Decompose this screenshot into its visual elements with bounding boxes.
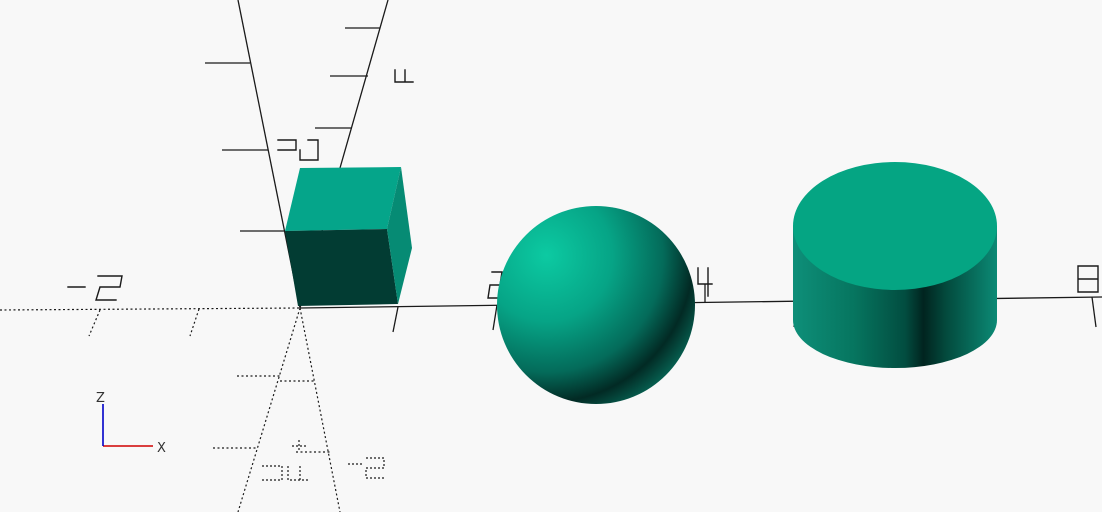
axis-label-y-neg-2: -2 xyxy=(348,457,385,479)
axis-label-z-2: 2 xyxy=(277,139,319,161)
gizmo-x-label: X xyxy=(157,441,166,456)
gizmo-z-label: Z xyxy=(96,391,105,406)
sphere-body[interactable] xyxy=(497,206,695,404)
axis-label-x-8: 8 xyxy=(1077,265,1099,293)
cube-model[interactable] xyxy=(285,167,412,306)
sphere-model[interactable] xyxy=(497,206,695,404)
svg-text:4: 4 xyxy=(400,75,401,77)
axis-label-y-neg-4: -4 xyxy=(262,440,310,481)
y-axis-negative-left xyxy=(237,307,301,512)
cube-side-face[interactable] xyxy=(387,167,412,304)
cube-top-face[interactable] xyxy=(285,167,401,231)
svg-text:2: 2 xyxy=(493,289,494,291)
x-axis-negative xyxy=(0,307,301,311)
axis-label-x-4: 4 xyxy=(697,267,713,297)
svg-text:-2: -2 xyxy=(90,289,91,291)
svg-text:-2: -2 xyxy=(360,469,361,471)
cube-front-face[interactable] xyxy=(285,229,398,306)
y-axis-negative-right xyxy=(299,307,341,512)
cylinder-model[interactable] xyxy=(793,162,997,368)
axis-label-x-2: 2 xyxy=(487,271,503,299)
svg-text:-4: -4 xyxy=(285,469,286,471)
axis-label-z-4: 4 xyxy=(394,69,414,83)
orientation-gizmo: X Z xyxy=(96,391,166,456)
axis-label-x-neg-2: -2 xyxy=(67,275,123,301)
cylinder-top-face[interactable] xyxy=(793,162,997,290)
